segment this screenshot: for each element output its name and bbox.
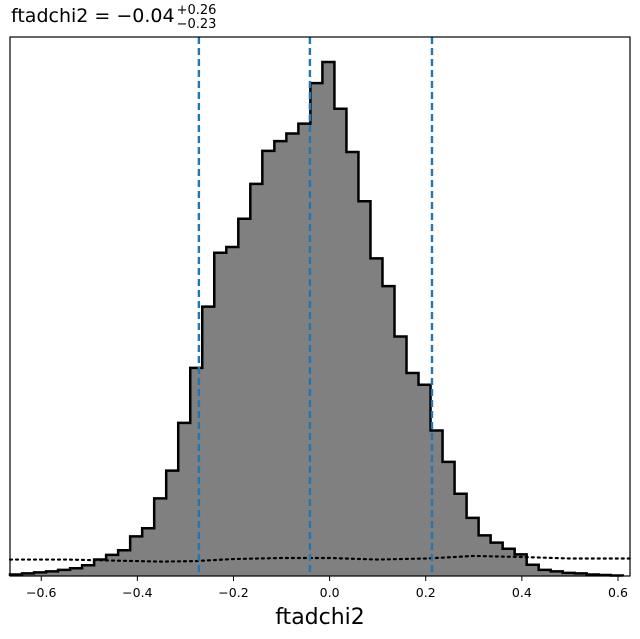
histogram-bar [538,569,552,576]
x-tick-label: 0.2 [416,585,436,600]
chart-title: ftadchi2 = −0.04 +0.26 −0.23 [11,3,216,32]
histogram-bar [562,572,576,576]
histogram-bar [226,247,239,577]
histogram-bar [262,150,275,576]
histogram-bar [22,573,35,576]
plot-area: −0.6 −0.4 −0.2 0.0 0.2 0.4 0.6 [8,36,632,600]
x-tick-label: 0.4 [512,585,532,600]
histogram-bar [250,183,263,576]
histogram-bar [142,528,155,576]
histogram-bar [322,62,335,576]
histogram-bar [442,461,455,576]
histogram-bar [346,151,359,576]
histogram-bar [418,384,431,576]
histogram-bar [430,430,443,576]
chart-title-lower-error: −0.23 [177,17,217,32]
histogram-bar [466,517,480,576]
histogram-bar [130,536,143,576]
histogram-bar [94,559,107,576]
histogram-bar [274,141,287,576]
histogram-bar [298,123,311,577]
x-tick-label: 0.0 [320,585,340,600]
histogram-bar [574,573,588,576]
histogram-bar [82,565,95,576]
histogram-bar [118,550,131,576]
histogram-bar [238,218,251,576]
histogram-bar [490,542,504,576]
histogram-bar [202,306,215,576]
x-tick-label: 0.6 [608,585,628,600]
histogram-bar [214,252,227,576]
plot-frame [9,36,631,577]
histogram-bar [310,83,323,576]
x-axis-label: ftadchi2 [275,605,365,630]
x-tick-label: −0.2 [218,585,248,600]
histogram-bar [334,108,347,577]
histogram-bar [34,572,47,576]
histogram-bar [46,571,59,576]
histogram-bar [550,571,564,576]
histogram-bar [502,548,516,576]
x-tick-label: −0.4 [122,585,152,600]
histogram-bar [70,568,83,576]
histogram-bars [10,62,624,577]
chart-title-main: ftadchi2 = −0.04 [11,5,175,27]
histogram-bar [514,554,528,576]
histogram-bar [370,258,383,576]
histogram-bar [106,554,119,576]
histogram-bar [166,470,179,576]
histogram-bar [190,367,203,576]
histogram-bar [178,422,191,576]
histogram-bar [394,336,407,576]
histogram-outline [8,60,625,577]
chart-title-upper-error: +0.26 [177,3,217,18]
x-tick-label: −0.6 [26,585,56,600]
histogram-bar [454,493,467,576]
histogram-bar [526,564,540,576]
histogram-bar [358,201,371,576]
histogram-bar [382,286,395,576]
histogram-bar [154,498,167,576]
histogram-bar [286,133,299,577]
dotted-reference-curve [8,554,632,563]
histogram-bar [58,569,71,576]
histogram-bar [406,372,419,576]
